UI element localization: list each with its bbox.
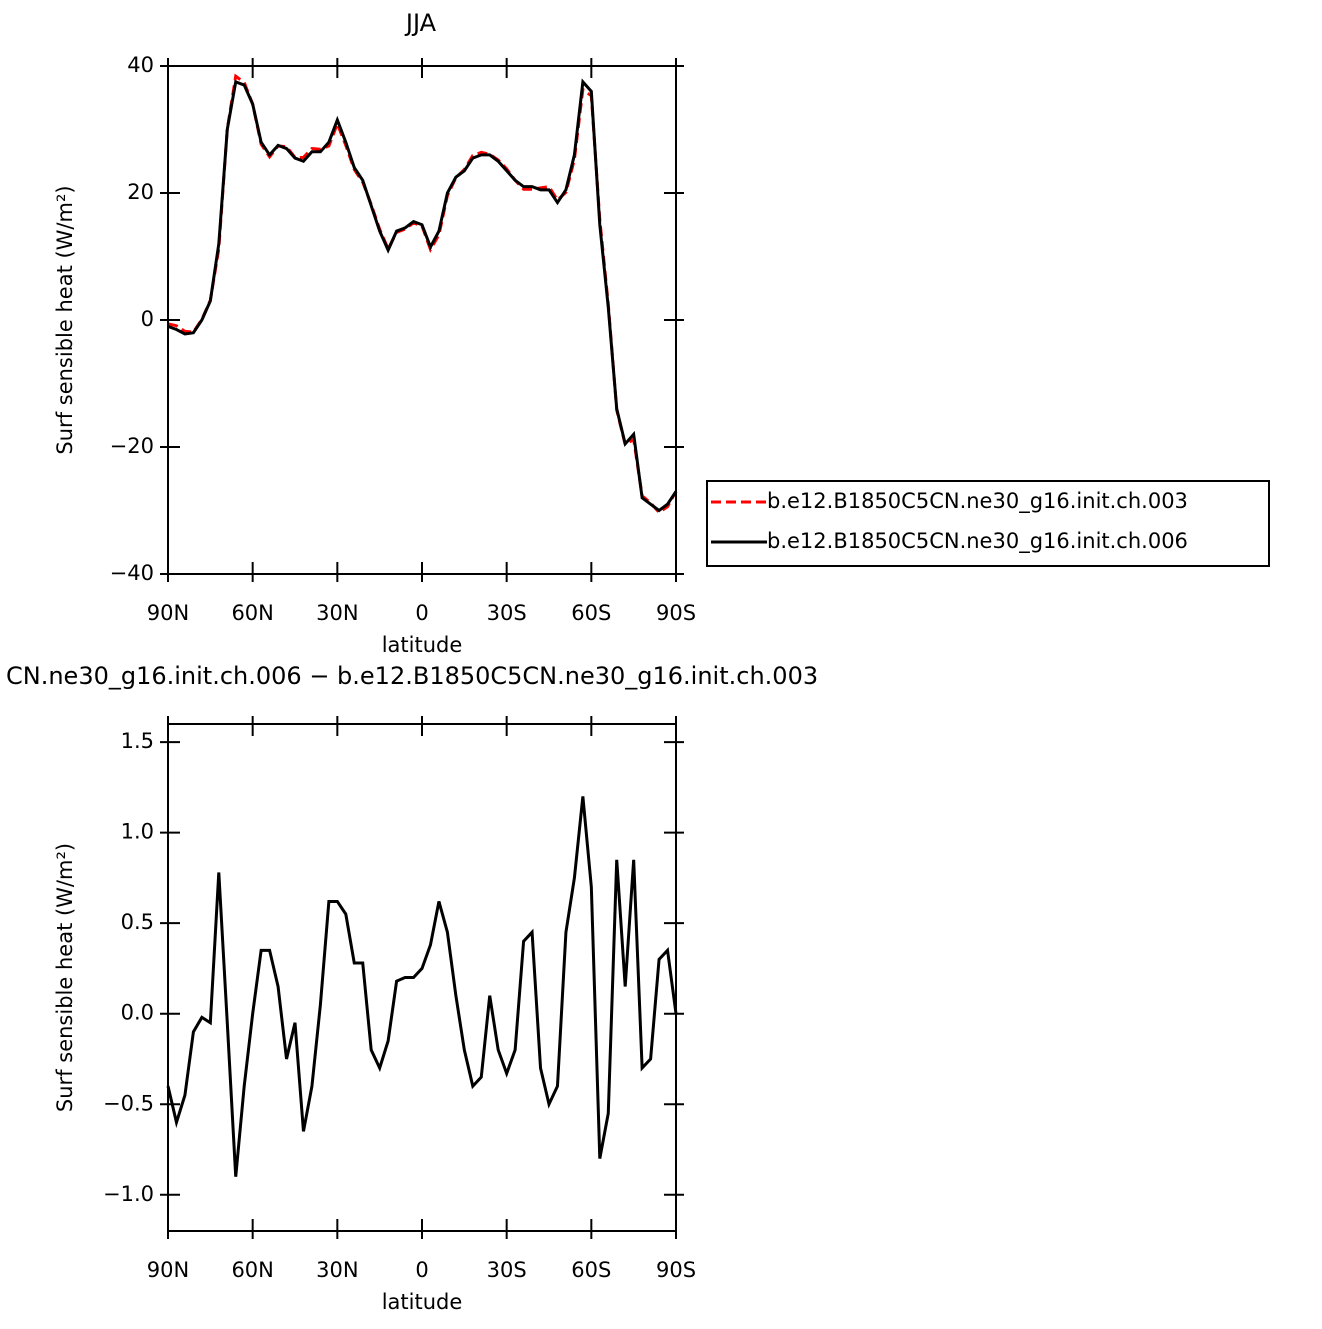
y-tick-label: −1.0 [103, 1182, 154, 1206]
y-tick-label: 1.0 [121, 820, 154, 844]
x-tick-label: 90S [656, 1258, 696, 1282]
y-axis-label: Surf sensible heat (W/m²) [53, 185, 77, 454]
x-tick-label: 90N [147, 601, 189, 625]
x-tick-label: 30S [487, 1258, 527, 1282]
x-axis-label: latitude [382, 1290, 463, 1314]
x-tick-label: 90N [147, 1258, 189, 1282]
y-tick-label: 0.5 [121, 910, 154, 934]
x-tick-label: 0 [415, 601, 428, 625]
x-tick-label: 30N [316, 601, 358, 625]
x-tick-label: 0 [415, 1258, 428, 1282]
y-tick-label: −40 [110, 561, 154, 585]
plot-frame [167, 723, 677, 1232]
y-tick-label: 0.0 [121, 1001, 154, 1025]
y-tick-label: 20 [127, 180, 154, 204]
y-tick-label: 0 [141, 307, 154, 331]
x-tick-label: 60N [231, 601, 273, 625]
y-tick-label: −20 [110, 434, 154, 458]
x-tick-label: 90S [656, 601, 696, 625]
x-tick-label: 60S [571, 1258, 611, 1282]
plot-frame [167, 65, 677, 575]
y-axis-label: Surf sensible heat (W/m²) [53, 843, 77, 1112]
x-tick-label: 30S [487, 601, 527, 625]
y-tick-label: 1.5 [121, 729, 154, 753]
y-tick-label: 40 [127, 53, 154, 77]
legend-box [706, 480, 1270, 567]
chart-title: JJA [404, 9, 437, 37]
x-tick-label: 60N [231, 1258, 273, 1282]
series-line [166, 796, 678, 1177]
x-tick-label: 60S [571, 601, 611, 625]
series-line [167, 78, 678, 513]
legend-label: b.e12.B1850C5CN.ne30_g16.init.ch.006 [767, 529, 1188, 554]
x-axis-label: latitude [382, 633, 463, 657]
y-tick-label: −0.5 [103, 1091, 154, 1115]
legend-label: b.e12.B1850C5CN.ne30_g16.init.ch.003 [767, 489, 1188, 514]
series-line [167, 73, 678, 515]
chart-title: CN.ne30_g16.init.ch.006 − b.e12.B1850C5C… [6, 662, 818, 690]
x-tick-label: 30N [316, 1258, 358, 1282]
